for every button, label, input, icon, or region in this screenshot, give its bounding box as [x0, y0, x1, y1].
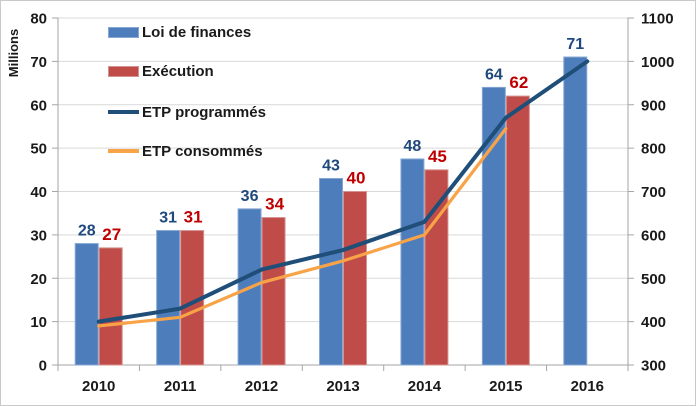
- left-axis-tick-label: 20: [30, 271, 47, 288]
- line-series: [96, 59, 590, 324]
- bar: [74, 243, 99, 366]
- left-axis-tick-label: 70: [30, 54, 47, 71]
- bar-data-label: 45: [428, 147, 447, 166]
- bar: [261, 217, 286, 366]
- bar-data-label: 28: [78, 223, 96, 240]
- right-axis-tick-label: 700: [641, 184, 666, 201]
- bar-data-label: 36: [241, 188, 259, 205]
- bar-swatch-execution: [108, 65, 139, 77]
- x-axis-category-label: 2016: [571, 378, 604, 395]
- bar-data-label: 34: [265, 195, 284, 214]
- right-axis-tick-label: 1100: [641, 11, 674, 28]
- bar-data-label: 27: [102, 225, 121, 244]
- right-axis-tick-label: 300: [641, 358, 666, 375]
- legend-item-execution: Exécution: [108, 60, 214, 82]
- legend-label: Loi de finances: [142, 23, 252, 41]
- right-axis-tick-label: 600: [641, 227, 666, 244]
- left-axis-tick-label: 0: [39, 358, 47, 375]
- x-axis-category-label: 2013: [326, 378, 359, 395]
- right-axis-tick-label: 900: [641, 97, 666, 114]
- x-axis-category-label: 2010: [82, 378, 115, 395]
- line-swatch-etp-programmes: [108, 110, 139, 114]
- bar: [400, 158, 425, 366]
- bar: [98, 247, 123, 366]
- x-axis-category-label: 2015: [489, 378, 522, 395]
- legend-label: ETP programmés: [142, 103, 266, 121]
- left-axis-tick-label: 10: [30, 314, 47, 331]
- legend-label: ETP consommés: [142, 142, 263, 160]
- bar: [481, 86, 506, 366]
- bar-data-label: 31: [159, 210, 177, 227]
- left-axis-tick-label: 50: [30, 141, 47, 158]
- bar-data-label: 71: [566, 36, 584, 53]
- left-axis-tick-label: 80: [30, 11, 47, 28]
- bar: [156, 230, 181, 366]
- bar: [563, 56, 588, 366]
- legend-label: Exécution: [142, 62, 214, 80]
- bar: [319, 177, 343, 366]
- bar-data-label: 31: [184, 208, 203, 227]
- x-axis-category-label: 2014: [408, 378, 442, 395]
- left-axis-tick-label: 30: [30, 227, 47, 244]
- bar-swatch-loi-de-finances: [108, 26, 139, 38]
- bar-data-label: 48: [404, 138, 422, 155]
- bar-data-label: 40: [347, 169, 366, 188]
- left-axis-tick-label: 60: [30, 97, 47, 114]
- x-axis-category-label: 2011: [164, 378, 197, 395]
- legend-item-etp-programmes: ETP programmés: [108, 101, 266, 123]
- bar-data-label: 43: [322, 157, 340, 174]
- left-axis-tick-label: 40: [30, 184, 47, 201]
- bar-data-label: 64: [485, 66, 503, 83]
- right-axis-tick-label: 800: [641, 141, 666, 158]
- right-axis-tick-label: 500: [641, 271, 666, 288]
- line-swatch-etp-consommes: [108, 149, 139, 153]
- right-axis-tick-label: 400: [641, 314, 666, 331]
- bar: [424, 169, 449, 366]
- x-axis-category-label: 2012: [245, 378, 278, 395]
- line-series: [97, 127, 508, 328]
- bar: [505, 95, 530, 366]
- legend-item-etp-consommes: ETP consommés: [108, 140, 263, 162]
- bar-data-label: 62: [509, 73, 528, 92]
- right-axis-tick-label: 1000: [641, 54, 674, 71]
- bar: [343, 191, 367, 366]
- left-axis-title: Millions: [6, 28, 21, 78]
- legend-item-loi-de-finances: Loi de finances: [108, 21, 251, 43]
